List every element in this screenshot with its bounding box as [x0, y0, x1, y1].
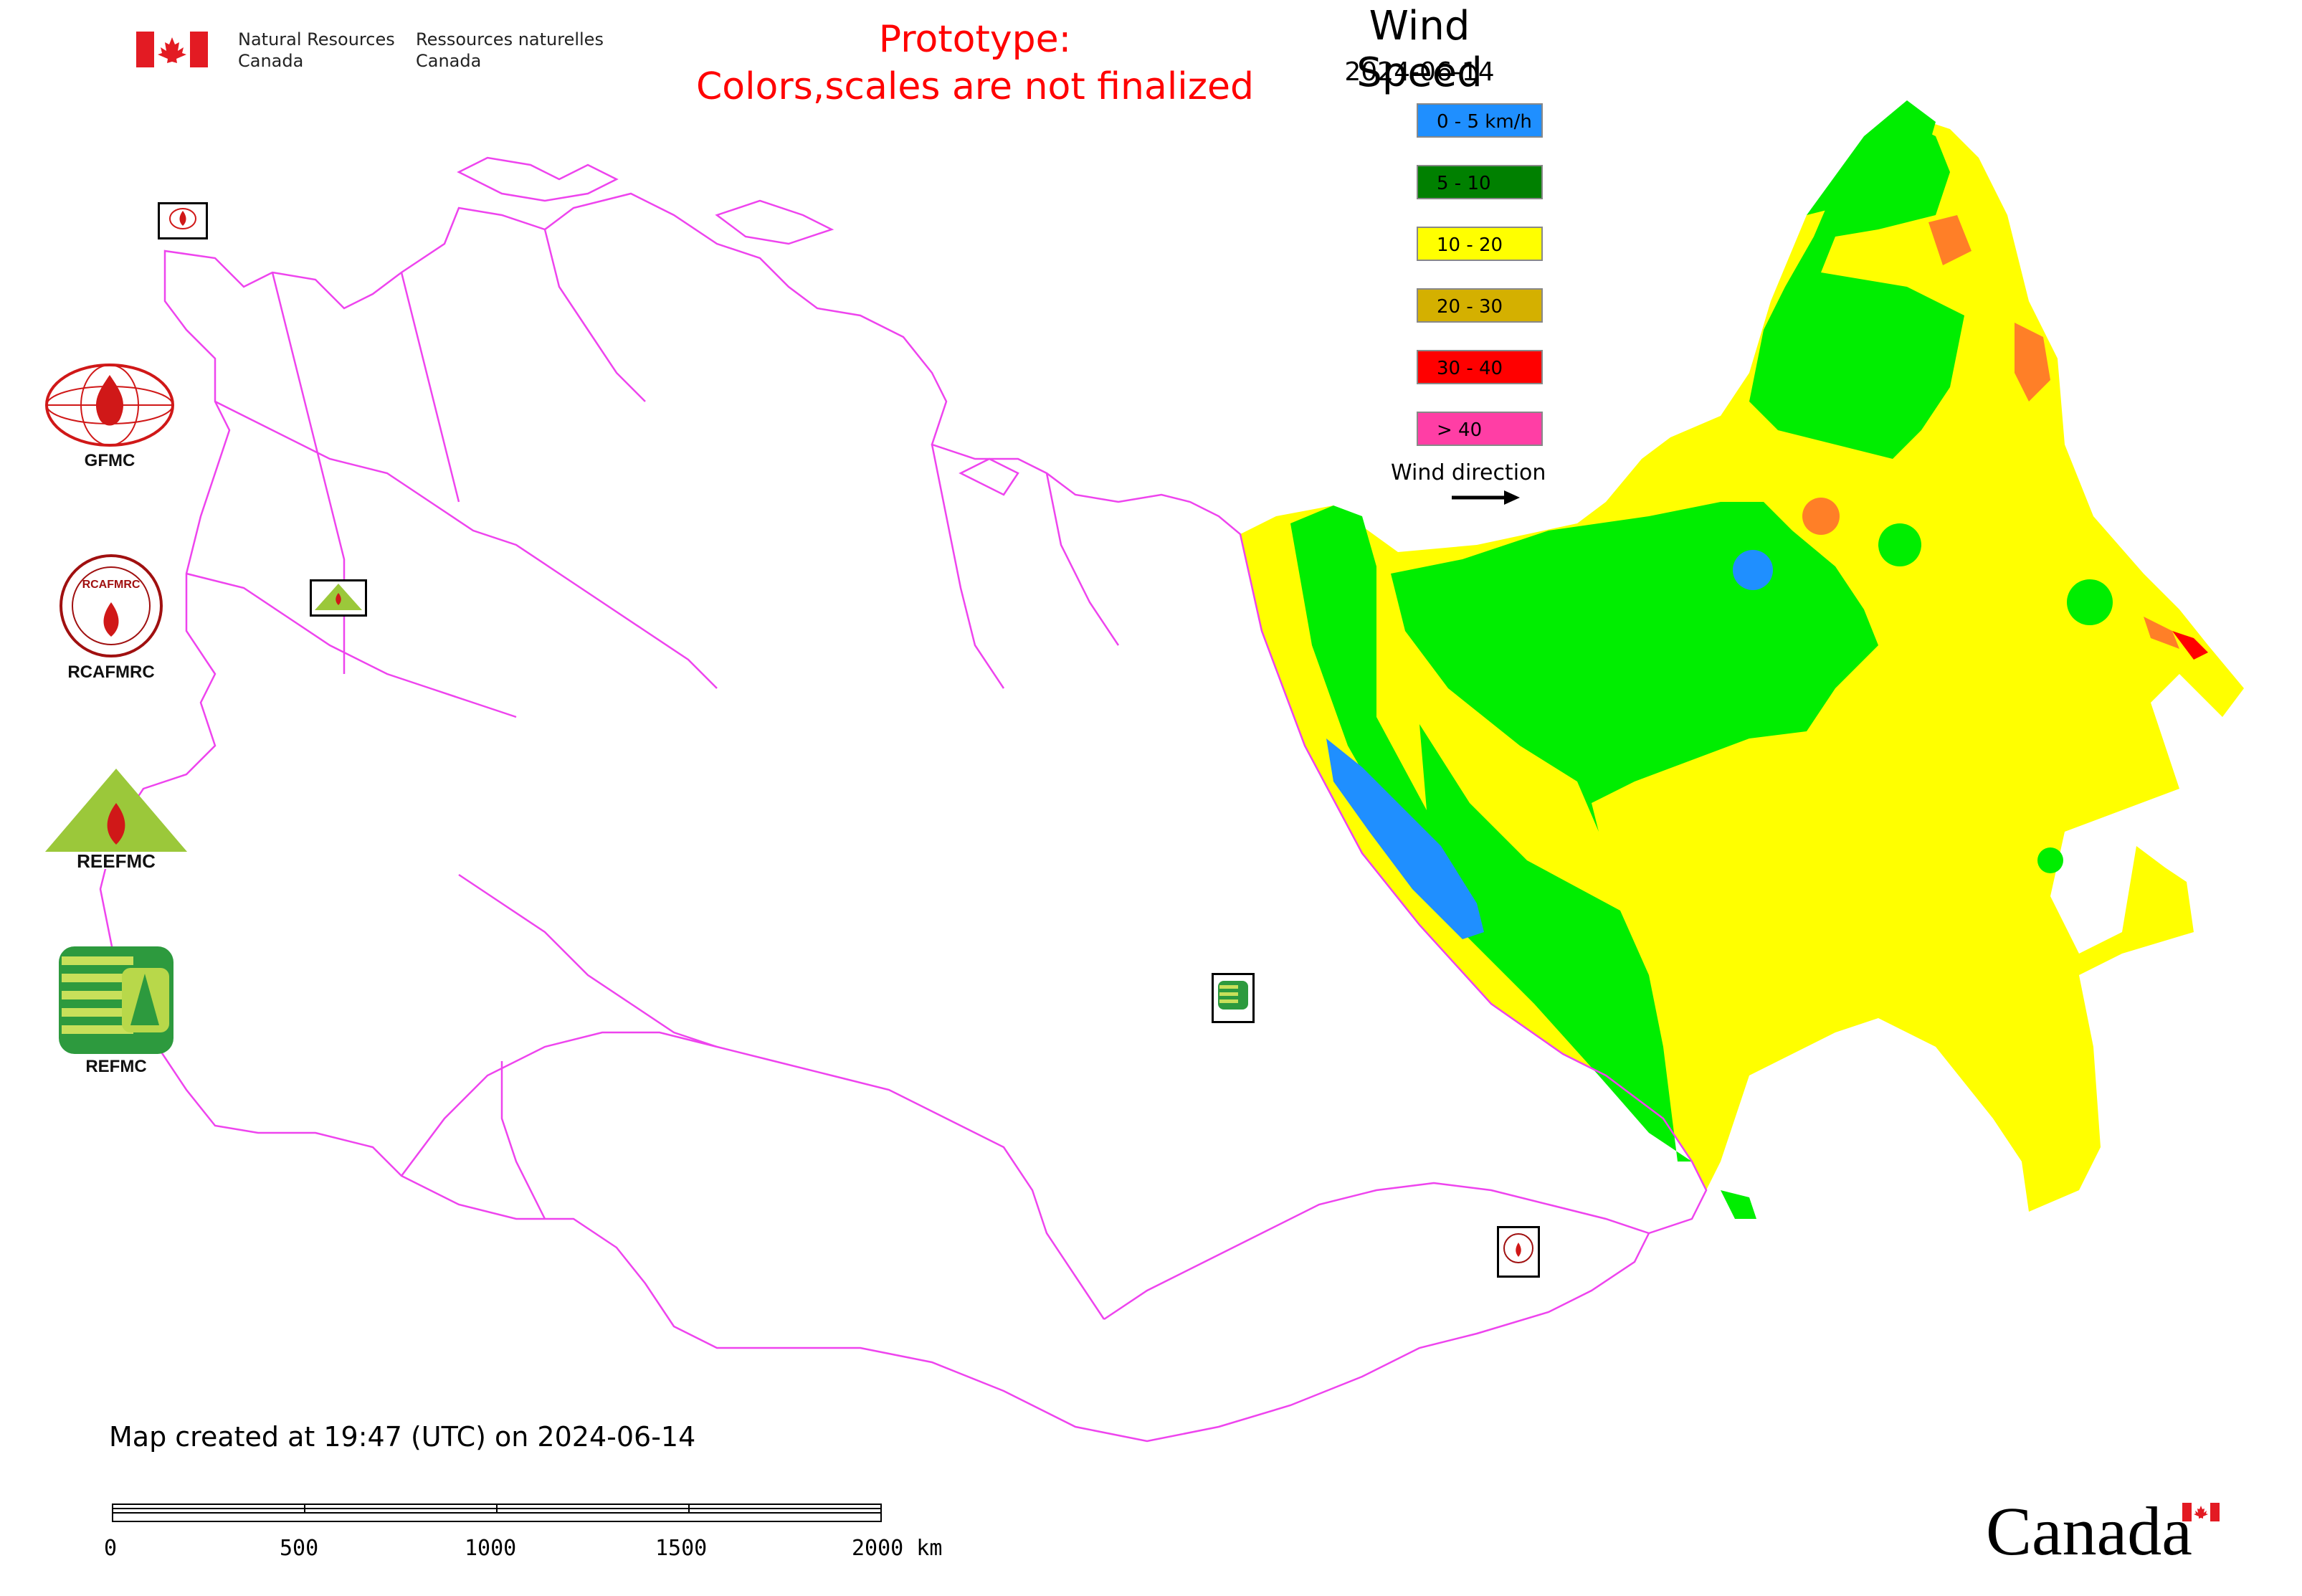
zone-0-5-spot [1733, 550, 1773, 590]
wordmark-flag-icon [2182, 1503, 2220, 1521]
internal-boundary-8 [931, 444, 1005, 689]
legend-item-over-40: > 40 [1417, 412, 1543, 446]
refmc-caption: REFMC [85, 1057, 147, 1076]
internal-boundary-10 [1045, 472, 1120, 646]
zone-20-30-coast-b [2144, 617, 2179, 649]
svg-text:RCAFMRC: RCAFMRC [82, 579, 141, 591]
zone-20-30-coast [2015, 323, 2050, 402]
scale-bar [112, 1504, 882, 1522]
zone-5-10-island [1721, 1190, 1756, 1219]
scale-label-2000: 2000 km [852, 1536, 943, 1561]
wind-direction-arrow-icon [1452, 490, 1520, 505]
internal-boundary-2 [186, 572, 517, 718]
reefmc-logo-icon: REEFMC [37, 769, 195, 872]
zone-30-40-coast [2172, 631, 2208, 660]
refmc-logo-block: REFMC [59, 946, 173, 1077]
internal-boundary-9 [543, 229, 646, 402]
gfmc-marker-icon [158, 202, 208, 239]
map-date: 2024-06-14 [1344, 57, 1495, 87]
prototype-notice: Prototype: Colors,scales are not finaliz… [695, 18, 1255, 108]
zone-5-10-spot [1878, 523, 1921, 566]
legend-item-10-20: 10 - 20 [1417, 227, 1543, 261]
rcafmrc-logo-block: RCAFMRC RCAFMRC [57, 552, 165, 683]
canada-wordmark: Canada [1986, 1493, 2192, 1569]
legend-item-0-5: 0 - 5 km/h [1417, 103, 1543, 138]
svg-text:REEFMC: REEFMC [77, 850, 156, 872]
internal-boundary-1 [214, 400, 718, 689]
rcafmrc-caption: RCAFMRC [67, 662, 155, 682]
refmc-marker-icon [1212, 973, 1255, 1023]
zone-5-10-far-north [1807, 100, 1936, 215]
scale-label-500: 500 [280, 1536, 319, 1561]
map-title: Wind Speed [1356, 3, 1483, 96]
canada-flag-icon [136, 32, 208, 67]
islands-north-c [959, 457, 1019, 496]
wind-direction-label: Wind direction [1391, 460, 1546, 485]
refmc-logo-icon [59, 946, 173, 1054]
legend-item-20-30: 20 - 30 [1417, 288, 1543, 323]
islands-north-b [715, 199, 834, 245]
zone-5-10-spot-b [2067, 579, 2113, 625]
internal-boundary-7 [1103, 1182, 1650, 1321]
nrcan-english-name: Natural Resources Canada [238, 29, 395, 71]
internal-boundary-11 [500, 1061, 546, 1220]
legend-item-30-40: 30 - 40 [1417, 350, 1543, 384]
map-created-note: Map created at 19:47 (UTC) on 2024-06-14 [109, 1421, 696, 1453]
scale-label-0: 0 [104, 1536, 118, 1561]
wind-zones [1240, 100, 2244, 1219]
reefmc-logo-block: REEFMC [37, 767, 195, 878]
zone-20-30-north [1928, 215, 1972, 265]
scale-label-1500: 1500 [655, 1536, 708, 1561]
internal-boundary-4 [400, 272, 460, 503]
islands-north [457, 156, 619, 202]
legend-item-5-10: 5 - 10 [1417, 165, 1543, 199]
gfmc-logo-icon [45, 364, 174, 447]
rcafmrc-logo-icon: RCAFMRC [60, 554, 163, 657]
gfmc-logo-block: GFMC [42, 362, 178, 471]
rcafmrc-marker-icon [1497, 1226, 1540, 1278]
scale-lower [112, 1512, 882, 1522]
zone-5-10-spot-c [2037, 847, 2063, 873]
nrcan-french-name: Ressources naturelles Canada [416, 29, 604, 71]
scale-label-1000: 1000 [465, 1536, 517, 1561]
zone-5-10-north [1749, 122, 1964, 459]
zone-0-5 [1326, 738, 1484, 939]
gfmc-caption: GFMC [84, 451, 135, 470]
internal-boundary-5 [458, 873, 718, 1048]
zone-20-30-spot [1802, 498, 1840, 535]
reefmc-marker-icon [310, 579, 367, 617]
zone-5-10-west [1290, 505, 1692, 1162]
internal-boundary-6 [401, 1031, 1105, 1320]
